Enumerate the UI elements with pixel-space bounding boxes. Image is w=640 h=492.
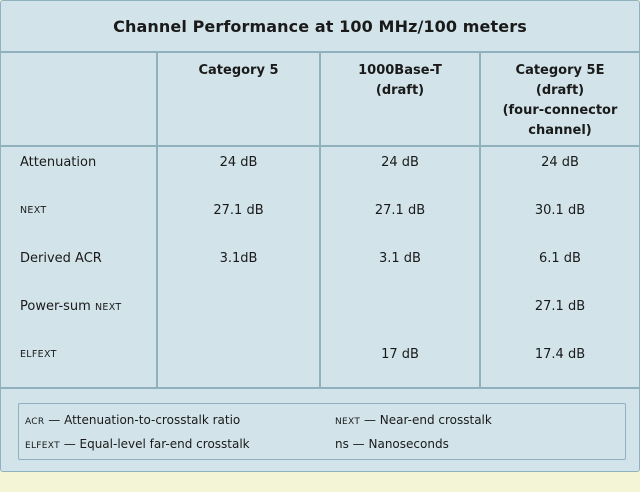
table-cell — [158, 297, 319, 317]
row-label-power-sum-next: Power-sum NEXT — [20, 297, 121, 317]
legend-abbr: ELFEXT — [25, 441, 60, 451]
table-cell: 24 dB — [381, 155, 419, 170]
row-label-abbr: NEXT — [94, 302, 122, 313]
column-divider — [479, 51, 481, 388]
legend-item-elfext: ELFEXT — Equal-level far-end crosstalk — [25, 434, 250, 454]
column-divider — [319, 51, 321, 388]
column-header-line: Category 5E — [515, 63, 605, 78]
column-header-line: 1000Base-T — [358, 63, 442, 78]
column-header-1000base-t: 1000Base-T (draft) — [321, 61, 479, 101]
column-divider — [156, 51, 158, 388]
table-cell: 27.1 dB — [213, 203, 264, 218]
table-cell: 3.1 dB — [379, 251, 421, 266]
legend-text: — Equal-level far-end crosstalk — [59, 437, 250, 451]
row-label-text: Power-sum — [20, 299, 95, 314]
legend-divider — [1, 387, 639, 389]
column-header-line: (four-connector — [502, 103, 618, 118]
column-header-line: channel) — [528, 123, 592, 138]
table-cell — [158, 345, 319, 365]
legend-abbr: NEXT — [335, 417, 361, 427]
table-cell: 27.1 dB — [534, 299, 586, 314]
table-cell: 24 dB — [219, 155, 258, 170]
table-cell: 17.4 dB — [534, 347, 586, 362]
column-header-line: Category 5 — [198, 63, 279, 78]
legend-box: ACR — Attenuation-to-crosstalk ratio NEX… — [18, 403, 626, 460]
table-cell: 6.1 dB — [539, 251, 581, 266]
row-label-next: NEXT — [20, 205, 47, 216]
row-label-elfext: ELFEXT — [20, 349, 57, 360]
legend-item-next: NEXT — Near-end crosstalk — [335, 410, 492, 430]
table-title: Channel Performance at 100 MHz/100 meter… — [1, 1, 639, 53]
legend-text: — Attenuation-to-crosstalk ratio — [44, 413, 241, 427]
row-label-derived-acr: Derived ACR — [20, 251, 102, 266]
column-header-line: (draft) — [375, 83, 425, 98]
column-header-line: (draft) — [535, 83, 585, 98]
column-header-category-5e: Category 5E (draft) (four-connector chan… — [481, 61, 639, 141]
legend-item-acr: ACR — Attenuation-to-crosstalk ratio — [25, 410, 240, 430]
legend-text: — Near-end crosstalk — [360, 413, 492, 427]
legend-text: — Nanoseconds — [348, 437, 449, 451]
table-cell: 3.1dB — [219, 251, 258, 266]
table-cell — [321, 297, 479, 317]
table-cell: 17 dB — [381, 347, 419, 362]
header-divider — [1, 145, 639, 147]
legend-abbr: ACR — [25, 417, 45, 427]
column-header-category-5: Category 5 — [158, 61, 319, 81]
legend-item-ns: ns — Nanoseconds — [335, 434, 449, 454]
table-cell: 27.1 dB — [374, 203, 426, 218]
performance-table-card: Channel Performance at 100 MHz/100 meter… — [0, 0, 640, 472]
table-cell: 30.1 dB — [534, 203, 586, 218]
legend-abbr: ns — [335, 437, 349, 451]
table-cell: 24 dB — [541, 155, 579, 170]
row-label-attenuation: Attenuation — [20, 155, 97, 170]
